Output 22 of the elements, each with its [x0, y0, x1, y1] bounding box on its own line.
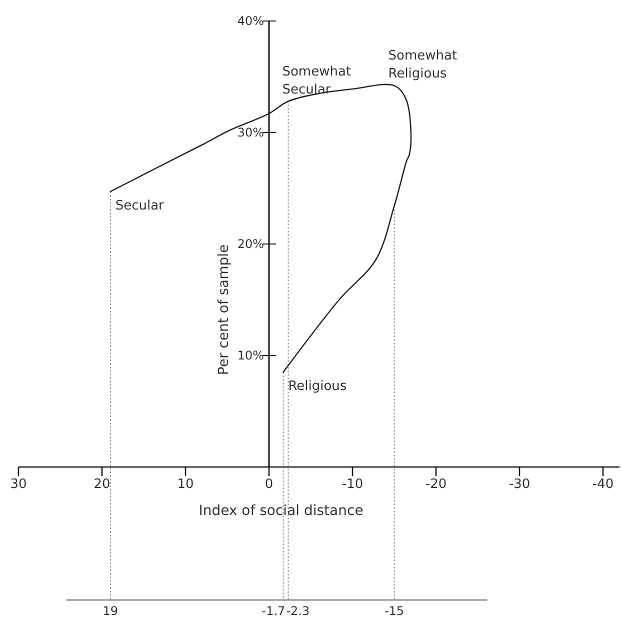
x-tick-label: -20 [425, 477, 447, 492]
y-axis-title: Per cent of sample [216, 244, 232, 376]
ref-line-label: -15 [384, 604, 404, 618]
ref-line-label: 19 [102, 604, 118, 618]
x-tick-label: 20 [94, 477, 110, 492]
annotation: Somewhat Religious [388, 48, 458, 82]
y-tick-label: 30% [237, 125, 264, 140]
ref-line-label: -1.7 [262, 604, 286, 618]
x-tick-label: 10 [177, 477, 194, 492]
x-tick-label: -30 [508, 477, 530, 492]
annotation: Religious [288, 379, 347, 394]
annotation: Somewhat Secular [282, 64, 352, 98]
x-tick-label: 0 [264, 477, 274, 492]
x-axis-title: Index of social distance [198, 503, 364, 519]
x-tick-label: 30 [10, 477, 27, 492]
x-tick-label: -10 [342, 477, 364, 492]
y-tick-label: 40% [237, 14, 264, 28]
y-tick-label: 20% [237, 236, 264, 251]
annotation: Secular [115, 198, 165, 214]
ref-line-label: -2.3 [286, 604, 310, 618]
y-tick-label: 10% [237, 348, 264, 362]
x-tick-label: -40 [592, 477, 614, 492]
